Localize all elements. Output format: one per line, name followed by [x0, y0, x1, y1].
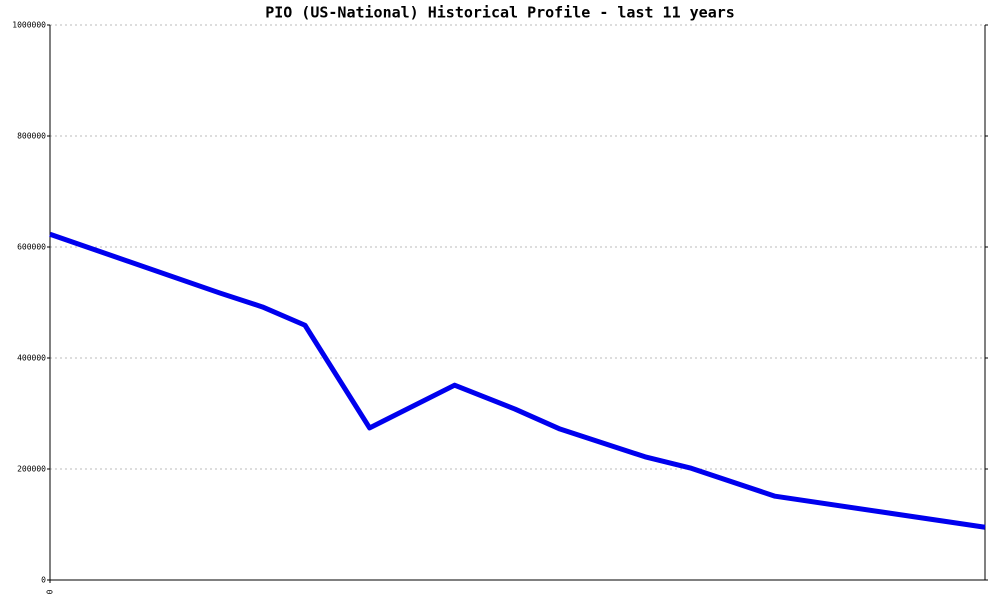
- x-tick-label: 0: [46, 589, 55, 594]
- chart-title: PIO (US-National) Historical Profile - l…: [265, 4, 735, 22]
- y-tick-label: 600000: [17, 243, 46, 252]
- y-tick-label: 1000000: [12, 21, 46, 30]
- y-tick-label: 800000: [17, 132, 46, 141]
- y-tick-label: 0: [41, 576, 46, 585]
- y-tick-label: 200000: [17, 465, 46, 474]
- data-line: [49, 231, 986, 530]
- y-tick-label: 400000: [17, 354, 46, 363]
